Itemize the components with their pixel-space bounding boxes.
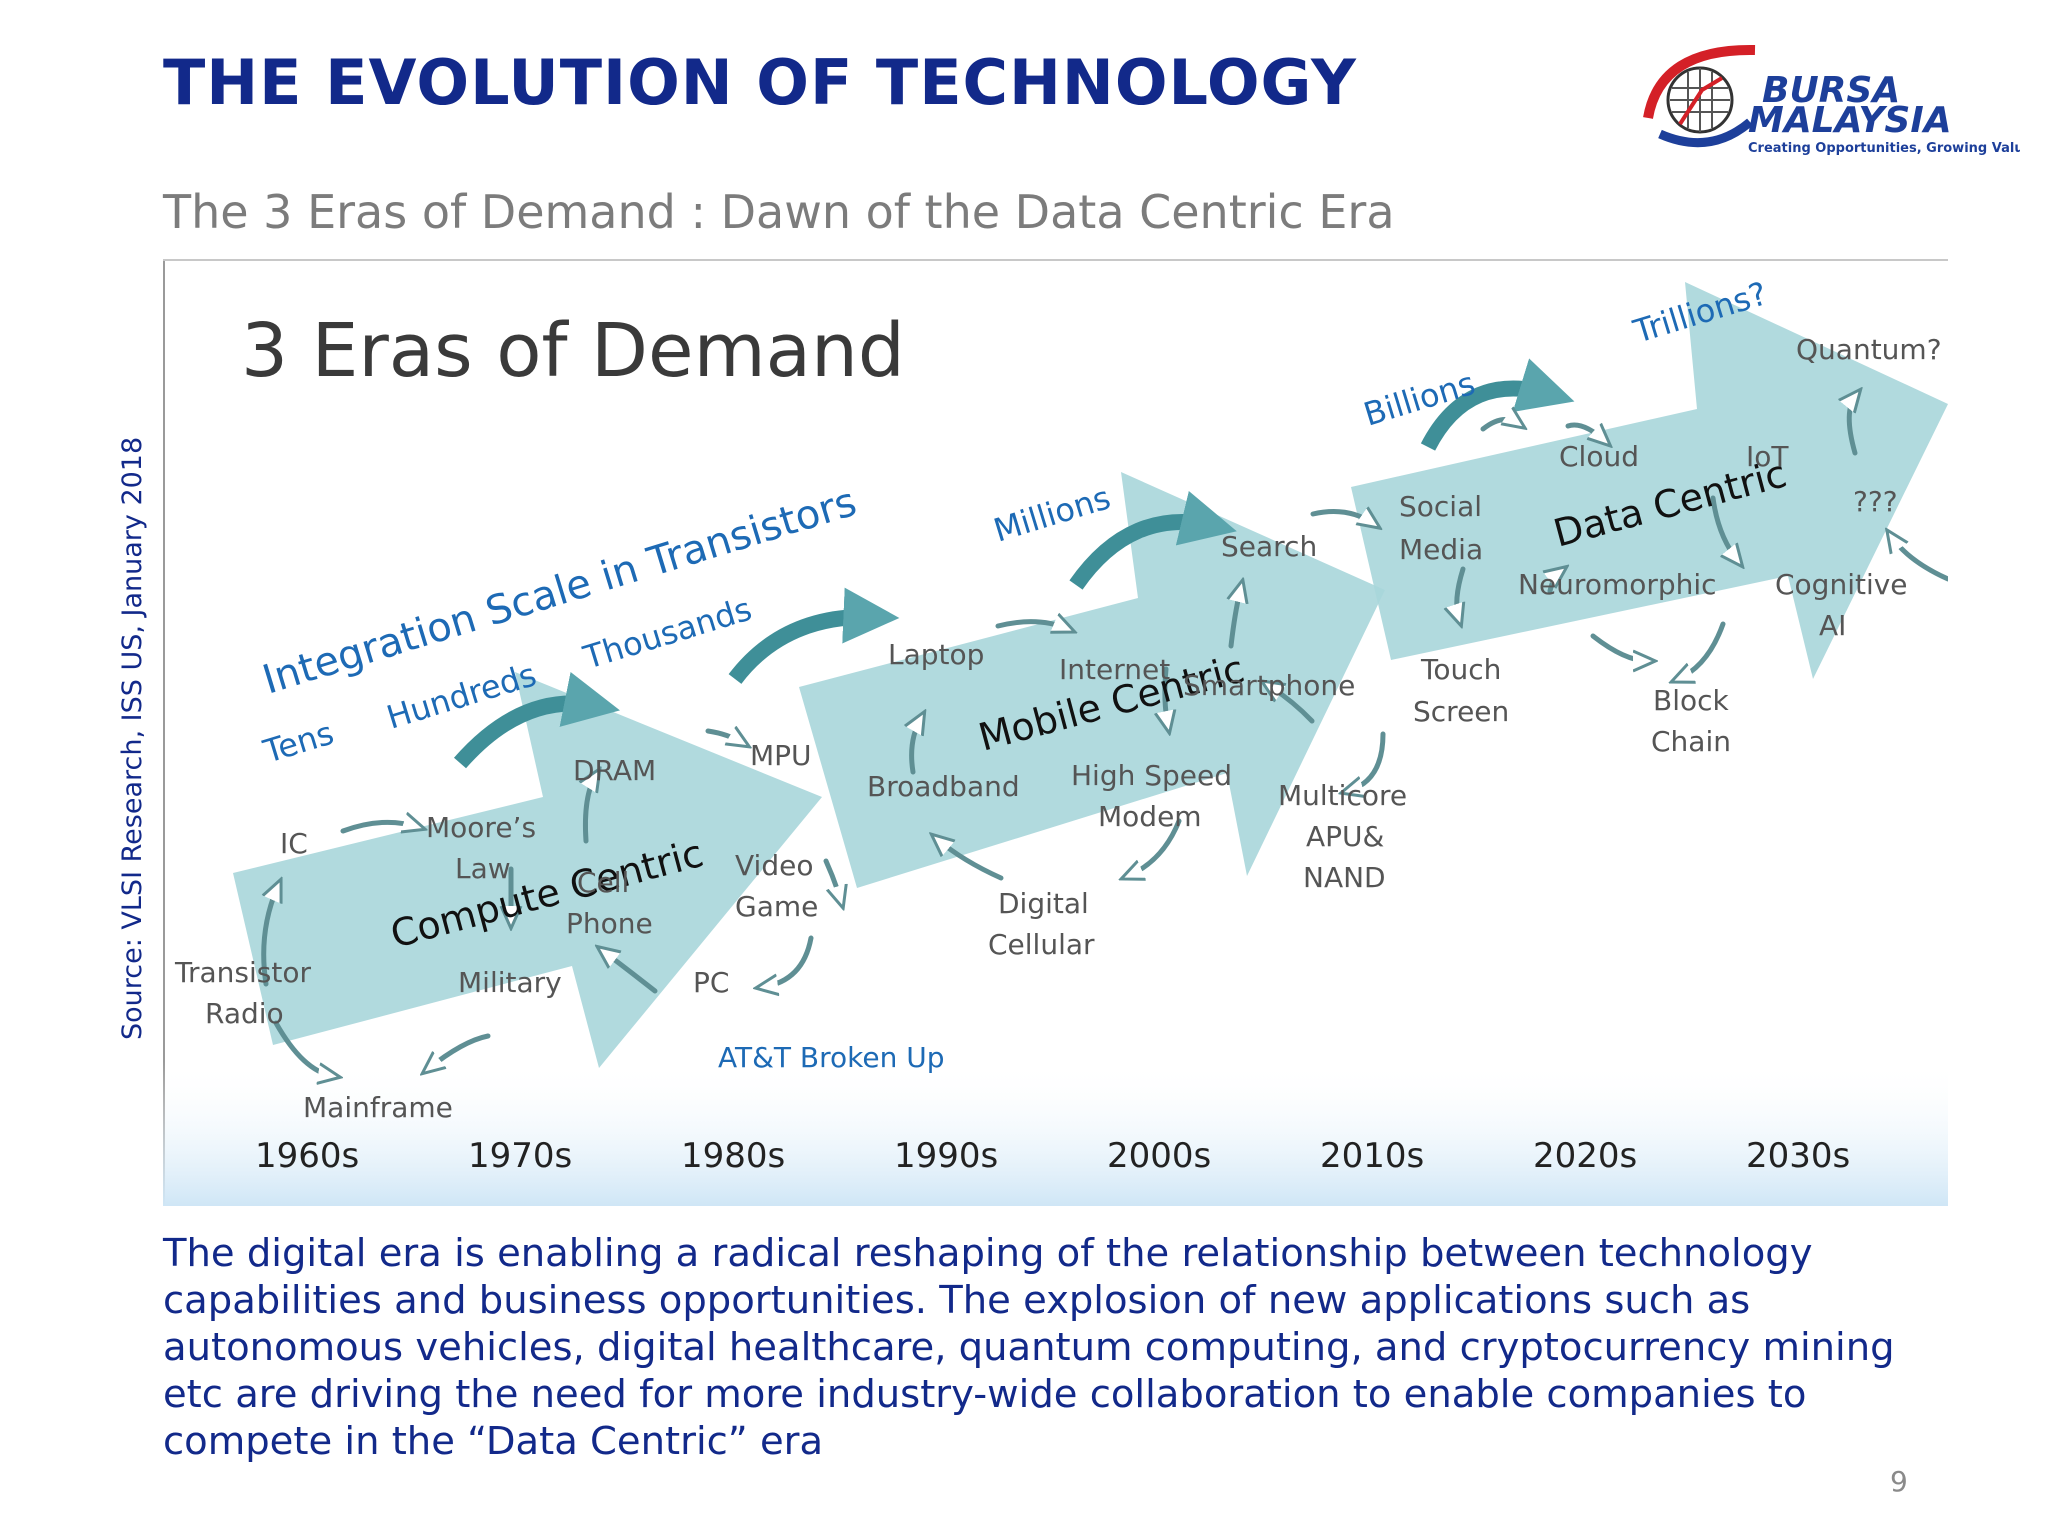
eras-of-demand-diagram: 3 Eras of Demand Integration Scale in Tr… bbox=[163, 261, 1948, 1206]
item-touch-screen: Touch bbox=[1420, 653, 1501, 686]
item-search: Search bbox=[1221, 530, 1317, 563]
item-broadband: Broadband bbox=[867, 770, 1020, 803]
decade-label: 2020s bbox=[1533, 1136, 1637, 1176]
item-touch-screen: Screen bbox=[1413, 695, 1509, 728]
page-number: 9 bbox=[1890, 1465, 1908, 1498]
scale-curve-arrow bbox=[1069, 490, 1237, 590]
connector-arrow bbox=[995, 622, 1068, 629]
item-moores-law: Law bbox=[455, 852, 511, 885]
connector-arrow bbox=[1849, 395, 1856, 456]
item-multicore: APU& bbox=[1306, 820, 1384, 853]
item-transistor-radio: Transistor bbox=[174, 956, 311, 989]
diagram-heading: 3 Eras of Demand bbox=[241, 308, 905, 394]
connector-arrow bbox=[912, 718, 921, 775]
decade-label: 1960s bbox=[255, 1136, 359, 1176]
item-cell-phone: Cell bbox=[577, 866, 629, 899]
body-paragraph: The digital era is enabling a radical re… bbox=[163, 1231, 1895, 1464]
item-mpu: MPU bbox=[750, 739, 812, 772]
item-digital-cellular: Digital bbox=[998, 887, 1089, 920]
connector-arrow bbox=[823, 858, 841, 901]
frame-left-edge bbox=[163, 261, 165, 1206]
item-cognitive-ai: AI bbox=[1819, 609, 1846, 642]
scale-curve-arrow bbox=[728, 587, 900, 684]
connector-arrow bbox=[1891, 536, 1948, 582]
connector-arrow bbox=[1231, 587, 1241, 649]
item-block-chain: Block bbox=[1653, 684, 1730, 717]
connector-arrow bbox=[1348, 731, 1386, 791]
item-pc: PC bbox=[693, 966, 729, 999]
item-digital-cellular: Cellular bbox=[988, 928, 1095, 961]
decade-label: 2010s bbox=[1320, 1136, 1424, 1176]
connector-arrow bbox=[585, 775, 596, 844]
item-transistor-radio: Radio bbox=[205, 997, 284, 1030]
connector-arrow bbox=[1310, 512, 1374, 524]
connector-arrow bbox=[603, 951, 658, 994]
item-block-chain: Chain bbox=[1651, 725, 1731, 758]
item-video-game: Game bbox=[735, 890, 818, 923]
page-subtitle: The 3 Eras of Demand : Dawn of the Data … bbox=[163, 185, 1395, 239]
connector-arrow bbox=[1590, 633, 1648, 661]
logo-bursa-text: BURSA bbox=[1762, 70, 1900, 111]
item-dram: DRAM bbox=[573, 754, 656, 787]
item-cloud: Cloud bbox=[1559, 440, 1639, 473]
item-military: Military bbox=[458, 966, 562, 999]
connector-arrow bbox=[1565, 422, 1605, 441]
item-video-game: Video bbox=[735, 849, 813, 882]
decade-label: 2000s bbox=[1107, 1136, 1211, 1176]
connector-arrow bbox=[1480, 420, 1519, 432]
subtitle-divider bbox=[163, 259, 1948, 261]
item-social-media: Social bbox=[1399, 490, 1482, 523]
item-unknown: ??? bbox=[1853, 485, 1898, 518]
connector-arrow bbox=[937, 839, 1004, 881]
item-moores-law: Moore’s bbox=[426, 811, 536, 844]
decade-label: 1990s bbox=[894, 1136, 998, 1176]
item-mainframe: Mainframe bbox=[303, 1091, 453, 1124]
connector-arrow bbox=[763, 935, 814, 987]
item-neuromorphic: Neuromorphic bbox=[1518, 568, 1717, 601]
item-high-speed-modem: Modem bbox=[1098, 800, 1202, 833]
connector-arrow bbox=[1550, 571, 1561, 594]
compute-centric-arrow bbox=[233, 672, 822, 1068]
page-title: THE EVOLUTION OF TECHNOLOGY bbox=[163, 46, 1357, 119]
item-multicore: Multicore bbox=[1278, 779, 1407, 812]
decade-label: 2030s bbox=[1746, 1136, 1850, 1176]
decade-band bbox=[163, 1061, 1948, 1206]
item-iot: IoT bbox=[1746, 440, 1789, 473]
connector-arrow bbox=[1165, 666, 1168, 726]
mobile-centric-arrow bbox=[799, 472, 1385, 888]
item-laptop: Laptop bbox=[888, 638, 984, 671]
connector-arrow bbox=[261, 886, 278, 987]
item-internet: Internet bbox=[1059, 653, 1170, 686]
source-note: Source: VLSI Research, ISS US, January 2… bbox=[117, 436, 148, 1040]
connector-arrow bbox=[1128, 818, 1182, 876]
connector-arrow bbox=[1678, 621, 1726, 679]
connector-arrow bbox=[1710, 495, 1738, 561]
bursa-malaysia-logo: BURSA MALAYSIA Creating Opportunities, G… bbox=[1643, 44, 2020, 156]
decade-label: 1980s bbox=[681, 1136, 785, 1176]
connector-arrow bbox=[340, 822, 418, 831]
connector-arrow bbox=[1457, 566, 1466, 619]
item-cell-phone: Phone bbox=[566, 907, 653, 940]
decade-label: 1970s bbox=[468, 1136, 572, 1176]
item-quantum: Quantum? bbox=[1796, 333, 1942, 366]
logo-malaysia-text: MALAYSIA bbox=[1748, 100, 1952, 141]
item-social-media: Media bbox=[1399, 533, 1483, 566]
scale-curve-arrow bbox=[1420, 358, 1575, 451]
item-smartphone: Smartphone bbox=[1183, 669, 1355, 702]
data-centric-arrow bbox=[1351, 282, 1948, 679]
connector-arrow bbox=[1268, 685, 1315, 724]
connector-arrow bbox=[273, 1020, 333, 1076]
connector-arrow bbox=[705, 731, 743, 743]
item-multicore: NAND bbox=[1303, 861, 1386, 894]
logo-tagline: Creating Opportunities, Growing Value bbox=[1748, 141, 2020, 156]
scale-curve-arrow bbox=[453, 671, 620, 769]
connector-arrow bbox=[428, 1033, 491, 1069]
item-att-broken-up: AT&T Broken Up bbox=[718, 1041, 945, 1074]
item-cognitive-ai: Cognitive bbox=[1775, 568, 1908, 601]
item-high-speed-modem: High Speed bbox=[1071, 759, 1232, 792]
item-ic: IC bbox=[280, 827, 308, 860]
